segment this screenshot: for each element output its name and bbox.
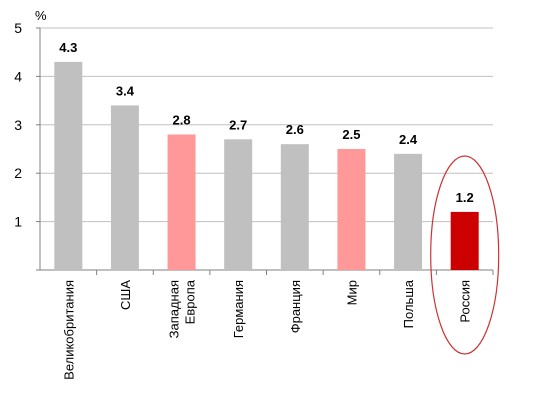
gridlines bbox=[40, 27, 493, 223]
bar bbox=[450, 211, 479, 270]
category-label: Германия bbox=[231, 280, 246, 338]
value-label: 2.6 bbox=[286, 122, 304, 137]
category-label: Франция bbox=[288, 280, 303, 333]
bar bbox=[337, 149, 366, 270]
value-labels: 4.3 3.4 2.8 2.7 2.6 2.5 2.4 1.2 bbox=[59, 40, 473, 205]
y-tick-label: 1 bbox=[14, 214, 22, 230]
value-label: 2.7 bbox=[229, 117, 247, 132]
category-label: Великобритания bbox=[61, 280, 76, 380]
category-labels: Великобритания США Западная Европа Германия Ф… bbox=[61, 270, 494, 380]
y-tick-label: 5 bbox=[14, 20, 22, 36]
category-label: США bbox=[118, 280, 133, 310]
value-label: 4.3 bbox=[59, 40, 77, 55]
category-label: Россия bbox=[458, 280, 473, 323]
bar bbox=[167, 134, 196, 270]
y-unit-label: % bbox=[35, 8, 47, 23]
y-tick-label: 4 bbox=[14, 68, 22, 84]
bars bbox=[54, 61, 479, 270]
bar bbox=[224, 139, 253, 270]
bar bbox=[280, 144, 309, 270]
y-tick-label: 2 bbox=[14, 165, 22, 181]
category-label: Польша bbox=[401, 279, 416, 328]
value-label: 1.2 bbox=[456, 190, 474, 205]
value-label: 2.4 bbox=[399, 132, 418, 147]
y-tick-label: 3 bbox=[14, 117, 22, 133]
category-label: Европа bbox=[183, 279, 198, 324]
bar bbox=[110, 105, 139, 270]
value-label: 3.4 bbox=[116, 83, 135, 98]
bar bbox=[394, 153, 423, 270]
y-tick-labels: 1 2 3 4 5 bbox=[14, 20, 40, 271]
value-label: 2.5 bbox=[342, 127, 360, 142]
value-label: 2.8 bbox=[173, 112, 191, 127]
russia-highlight-ellipse bbox=[430, 155, 500, 355]
category-label: Западная bbox=[167, 280, 182, 338]
bar bbox=[54, 61, 83, 270]
category-label: Мир bbox=[344, 280, 359, 305]
